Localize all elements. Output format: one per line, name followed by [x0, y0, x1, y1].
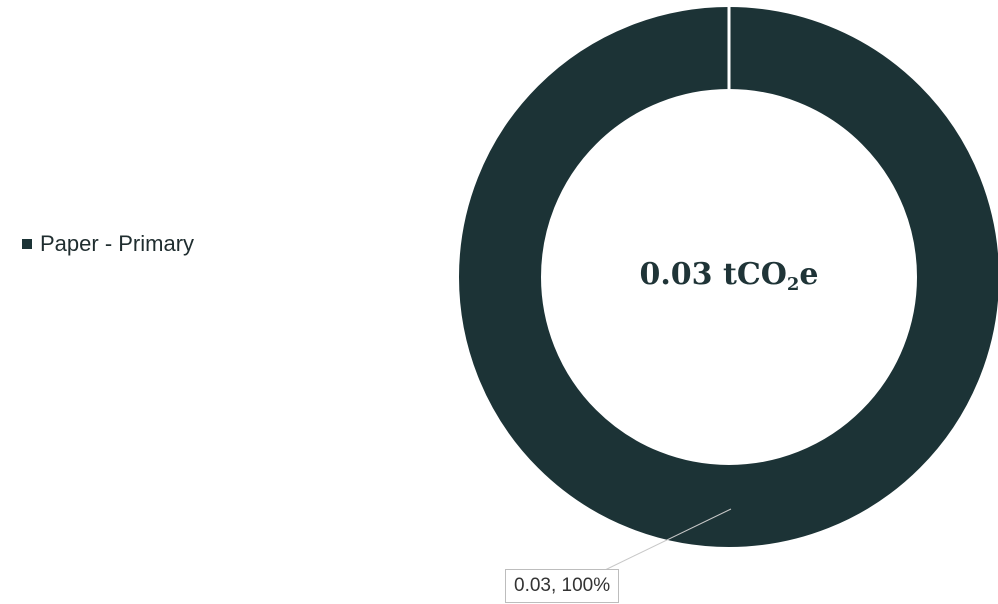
slice-group — [459, 7, 998, 547]
center-total-suffix: e — [799, 257, 819, 292]
center-total-label: 0.03 tCO2e — [639, 257, 818, 295]
slice-data-label: 0.03, 100% — [505, 569, 620, 603]
legend: Paper - Primary — [22, 231, 194, 257]
legend-swatch — [22, 239, 32, 249]
center-total-subscript: 2 — [786, 274, 800, 295]
center-total-value: 0.03 tCO — [639, 257, 787, 292]
legend-label: Paper - Primary — [40, 231, 195, 256]
